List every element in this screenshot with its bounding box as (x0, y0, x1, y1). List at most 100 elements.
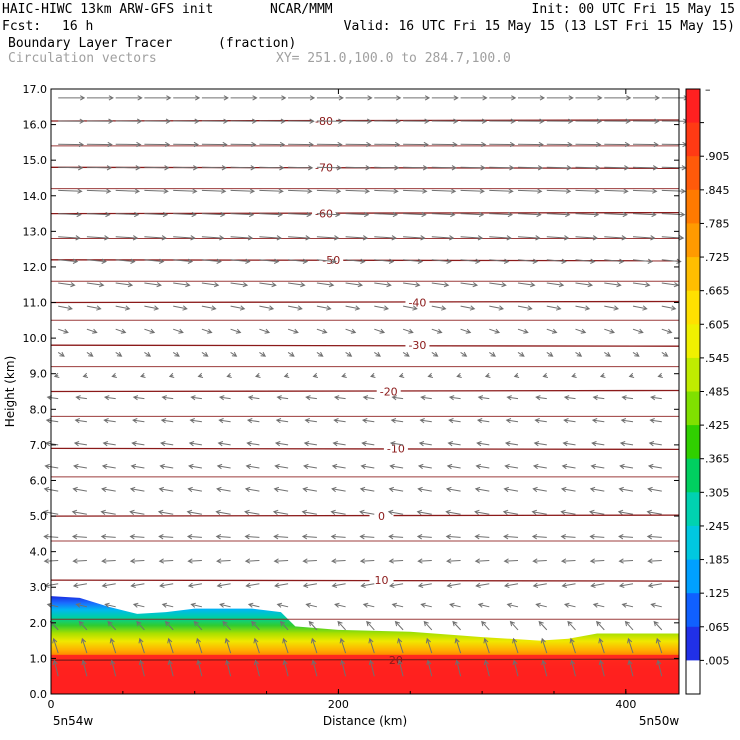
circulation-vector (159, 582, 174, 588)
isotherm-line (50, 579, 680, 582)
circulation-vector (360, 463, 375, 470)
circulation-vector (627, 637, 634, 654)
circulation-vector (216, 558, 231, 564)
vectors-label: Circulation vectors (8, 51, 157, 66)
circulation-vector (650, 395, 662, 401)
circulation-vector (452, 620, 461, 631)
circulation-vector (632, 165, 659, 171)
circulation-vector (563, 602, 576, 608)
circulation-vector (144, 328, 156, 334)
circulation-vector (273, 486, 289, 493)
circulation-vector (517, 282, 536, 288)
circulation-vector (489, 235, 512, 241)
circulation-vector (456, 372, 462, 378)
circulation-vector (132, 602, 145, 608)
circulation-vector (58, 305, 73, 311)
circulation-vector (504, 441, 519, 447)
circulation-vector (604, 95, 632, 101)
colorbar-swatch (686, 189, 700, 224)
circulation-vector (588, 509, 605, 515)
circulation-vector (276, 395, 289, 401)
circulation-vector (661, 328, 673, 334)
circulation-vector (71, 534, 87, 540)
circulation-vector (599, 372, 606, 378)
circulation-vector (167, 659, 174, 677)
circulation-vector (604, 328, 615, 334)
circulation-vector (546, 211, 571, 218)
x-tick-label: 200 (328, 698, 349, 711)
y-tick-label: 17.0 (23, 83, 48, 96)
circulation-vector (188, 463, 202, 470)
circulation-vector (571, 372, 577, 378)
circulation-vector (230, 95, 258, 101)
circulation-vector (368, 637, 375, 654)
circulation-vector (532, 582, 547, 588)
circulation-vector (575, 118, 603, 124)
y-tick-label: 16.0 (23, 119, 48, 132)
circulation-vector (403, 141, 429, 148)
circulation-vector (73, 441, 87, 447)
circulation-vector (58, 211, 82, 218)
circulation-vector (129, 509, 145, 515)
circulation-vector (305, 602, 318, 608)
circulation-vector (360, 582, 375, 588)
circulation-vector (361, 441, 375, 447)
circulation-vector (460, 328, 472, 334)
circulation-vector (477, 602, 490, 608)
circulation-vector (592, 602, 605, 608)
isotherm-line (50, 300, 680, 304)
circulation-vector (575, 141, 602, 148)
x-tick-label: 0 (48, 698, 55, 711)
circulation-vector (590, 582, 605, 588)
circulation-vector (628, 372, 635, 378)
model-title: HAIC-HIWC 13km ARW-GFS init (2, 2, 214, 17)
circulation-vector (517, 188, 543, 194)
circulation-vector (173, 118, 200, 124)
circulation-vector (460, 305, 476, 311)
circulation-vector (259, 165, 285, 171)
circulation-vector (173, 188, 198, 194)
circulation-vector (561, 582, 576, 588)
circulation-vector (460, 258, 481, 264)
circulation-vector (445, 509, 461, 515)
circulation-vector (621, 395, 634, 401)
circulation-vector (301, 534, 317, 540)
circulation-vector (86, 258, 107, 264)
isotherm-label-bg (312, 160, 337, 173)
circulation-vector (518, 95, 546, 101)
circulation-vector (361, 418, 375, 424)
colorbar-label: .185 (705, 554, 730, 567)
circulation-vector (546, 282, 565, 288)
circulation-vector (144, 235, 167, 241)
circulation-vector (230, 211, 255, 218)
colorbar-label: .125 (705, 587, 730, 600)
y-axis-label: Height (km) (3, 356, 17, 427)
colorbar-swatch (686, 593, 700, 628)
colorbar-label: .065 (705, 621, 730, 634)
circulation-vector (661, 351, 669, 357)
circulation-vector (398, 372, 405, 378)
circulation-vector (563, 418, 576, 424)
circulation-vector (445, 486, 461, 493)
circulation-vector (330, 534, 346, 540)
circulation-vector (333, 418, 346, 424)
isotherm-label: 20 (389, 654, 403, 667)
circulation-vector (129, 534, 145, 540)
circulation-vector (303, 463, 317, 470)
isotherm-label-bg (405, 338, 430, 351)
circulation-vector (115, 211, 140, 218)
circulation-vector (512, 637, 519, 654)
circulation-vector (460, 118, 488, 124)
circulation-vector (546, 188, 572, 194)
circulation-vector (402, 351, 410, 357)
circulation-vector (316, 95, 344, 101)
circulation-vector (431, 141, 458, 148)
circulation-vector (517, 258, 539, 264)
circulation-vector (259, 328, 271, 334)
y-tick-label: 8.0 (30, 403, 48, 416)
circulation-vector (190, 602, 203, 608)
circulation-vector (359, 486, 375, 493)
circulation-vector (617, 509, 634, 515)
circulation-vector (46, 395, 59, 401)
circulation-vector (345, 188, 371, 194)
